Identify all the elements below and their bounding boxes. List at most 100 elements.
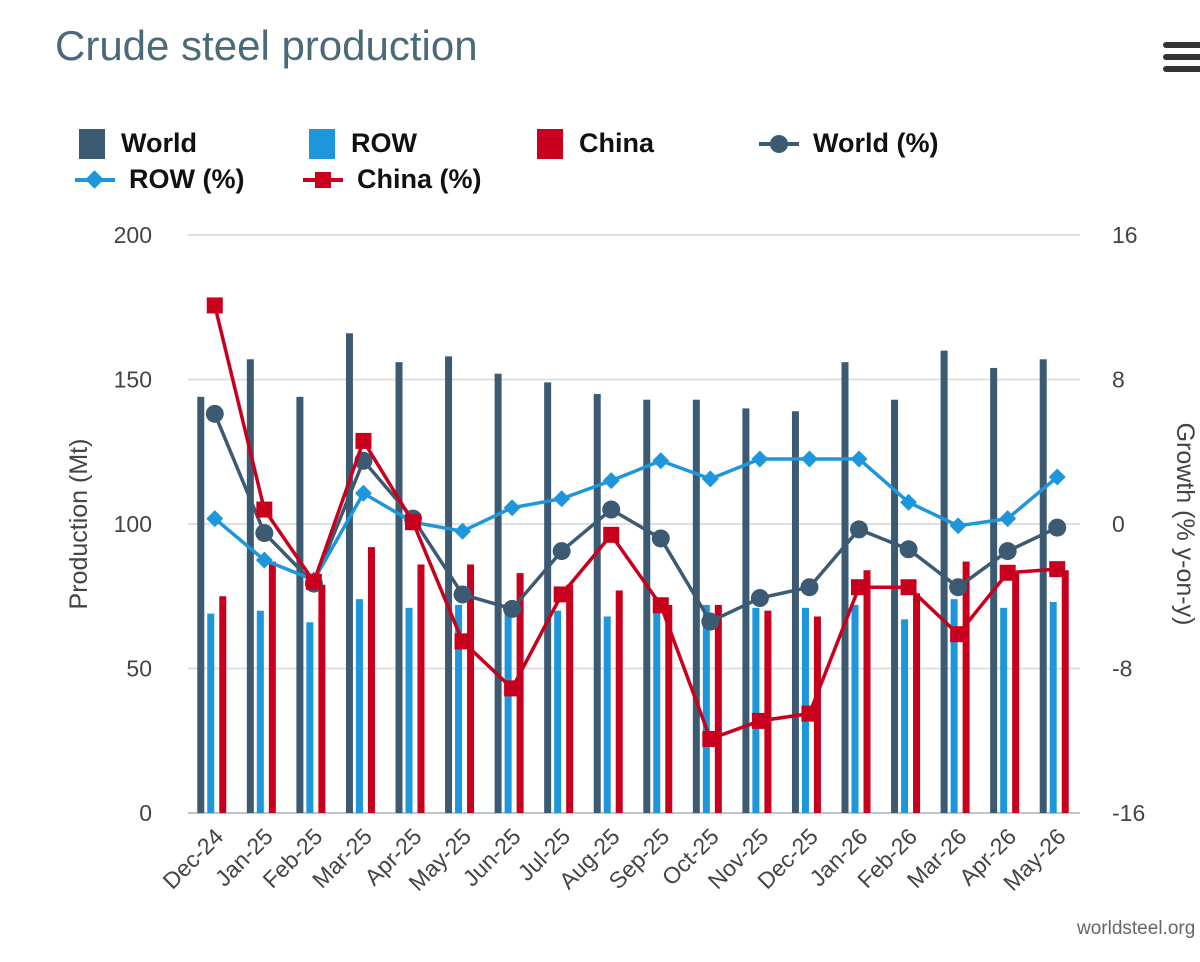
point-china	[454, 633, 471, 650]
bar-world	[692, 399, 700, 813]
point-row	[652, 452, 670, 470]
y-tick-label-left: 50	[126, 656, 152, 682]
bar-row	[950, 599, 958, 813]
bar-row	[405, 607, 413, 813]
line-row	[213, 457, 1059, 582]
bar-world	[345, 333, 353, 813]
legend-label-row-pct: ROW (%)	[129, 164, 245, 194]
bar-china	[566, 584, 574, 813]
point-row	[503, 499, 521, 517]
bar-row	[554, 610, 562, 813]
bar-world	[891, 399, 899, 813]
point-row	[206, 510, 224, 528]
bar-china	[417, 564, 425, 813]
bar-world	[1039, 359, 1047, 813]
bar-world	[445, 356, 453, 813]
legend-line-row-icon	[75, 165, 115, 195]
point-row	[800, 450, 818, 468]
bar-china	[962, 561, 970, 813]
bar-row	[306, 622, 314, 813]
legend-bar-row-icon	[305, 128, 337, 159]
point-row	[701, 470, 719, 488]
bar-china	[913, 593, 921, 813]
line-china	[213, 305, 1058, 741]
y-tick-label-left: 150	[114, 367, 152, 393]
bar-world	[593, 393, 601, 813]
point-china	[999, 564, 1016, 581]
point-world	[255, 524, 274, 543]
bar-world	[742, 408, 750, 813]
point-row	[850, 450, 868, 468]
hamburger-menu-icon[interactable]	[1163, 42, 1200, 76]
point-world	[552, 542, 571, 561]
y-axis-title-right: Growth (% y-on-y)	[1171, 423, 1199, 626]
bar-world	[643, 399, 651, 813]
y-tick-label-left: 200	[114, 222, 152, 248]
legend-label-china: China	[579, 128, 655, 158]
y-axis-title-left: Production (Mt)	[65, 439, 93, 610]
bar-row	[256, 610, 264, 813]
bar-row	[702, 604, 710, 813]
legend-label-world-pct: World (%)	[813, 128, 939, 158]
bar-china	[665, 604, 673, 813]
bar-world	[544, 382, 552, 813]
point-world	[998, 542, 1017, 561]
point-china	[950, 626, 967, 643]
legend-item-china[interactable]: China	[533, 128, 654, 159]
point-china	[652, 597, 669, 614]
legend-item-row[interactable]: ROW	[305, 128, 417, 159]
bar-china	[318, 584, 326, 813]
source-credit: worldsteel.org	[1077, 918, 1196, 939]
y-tick-label-right: -8	[1112, 656, 1132, 682]
legend-bar-china-icon	[533, 128, 565, 159]
point-china	[355, 432, 372, 449]
x-tick-label: Dec-24	[157, 823, 228, 894]
point-row	[255, 551, 273, 569]
bar-china	[219, 596, 227, 813]
legend-item-world-pct[interactable]: World (%)	[759, 128, 938, 159]
bar-world	[395, 362, 403, 813]
bar-row	[207, 613, 215, 813]
bar-row	[603, 616, 611, 813]
bar-world	[246, 359, 254, 813]
point-china	[504, 680, 521, 697]
bar-row	[901, 619, 909, 813]
point-row	[999, 510, 1017, 528]
bar-china	[714, 604, 722, 813]
bar-row	[653, 604, 661, 813]
point-china	[405, 514, 421, 531]
point-china	[603, 526, 620, 543]
bar-row	[1049, 602, 1057, 813]
point-world	[503, 599, 522, 618]
legend-bar-world-icon	[75, 128, 107, 159]
point-china	[305, 573, 322, 590]
bar-china	[1061, 570, 1069, 813]
bar-world	[841, 362, 849, 813]
legend-item-china-pct[interactable]: China (%)	[303, 164, 482, 195]
bar-world	[940, 350, 948, 813]
point-world	[750, 589, 769, 608]
y-tick-label-right: 0	[1112, 511, 1125, 537]
bar-row	[1000, 607, 1008, 813]
point-world	[602, 500, 621, 519]
point-row	[454, 522, 472, 540]
bar-world	[494, 373, 502, 813]
legend-item-world[interactable]: World	[75, 128, 197, 159]
point-world	[651, 529, 670, 548]
point-world	[850, 520, 868, 539]
bar-china	[1012, 573, 1020, 813]
bar-world	[791, 411, 799, 813]
bar-row	[851, 604, 859, 813]
legend-item-row-pct[interactable]: ROW (%)	[75, 164, 244, 195]
point-china	[553, 586, 570, 603]
y-tick-label-right: -16	[1112, 800, 1145, 826]
line-world	[213, 413, 1058, 624]
point-row	[900, 493, 918, 511]
point-row	[553, 490, 571, 508]
bar-row	[504, 613, 512, 813]
bar-row	[455, 604, 463, 813]
bar-row	[752, 607, 760, 813]
point-world	[800, 578, 819, 597]
bar-world	[296, 396, 304, 813]
